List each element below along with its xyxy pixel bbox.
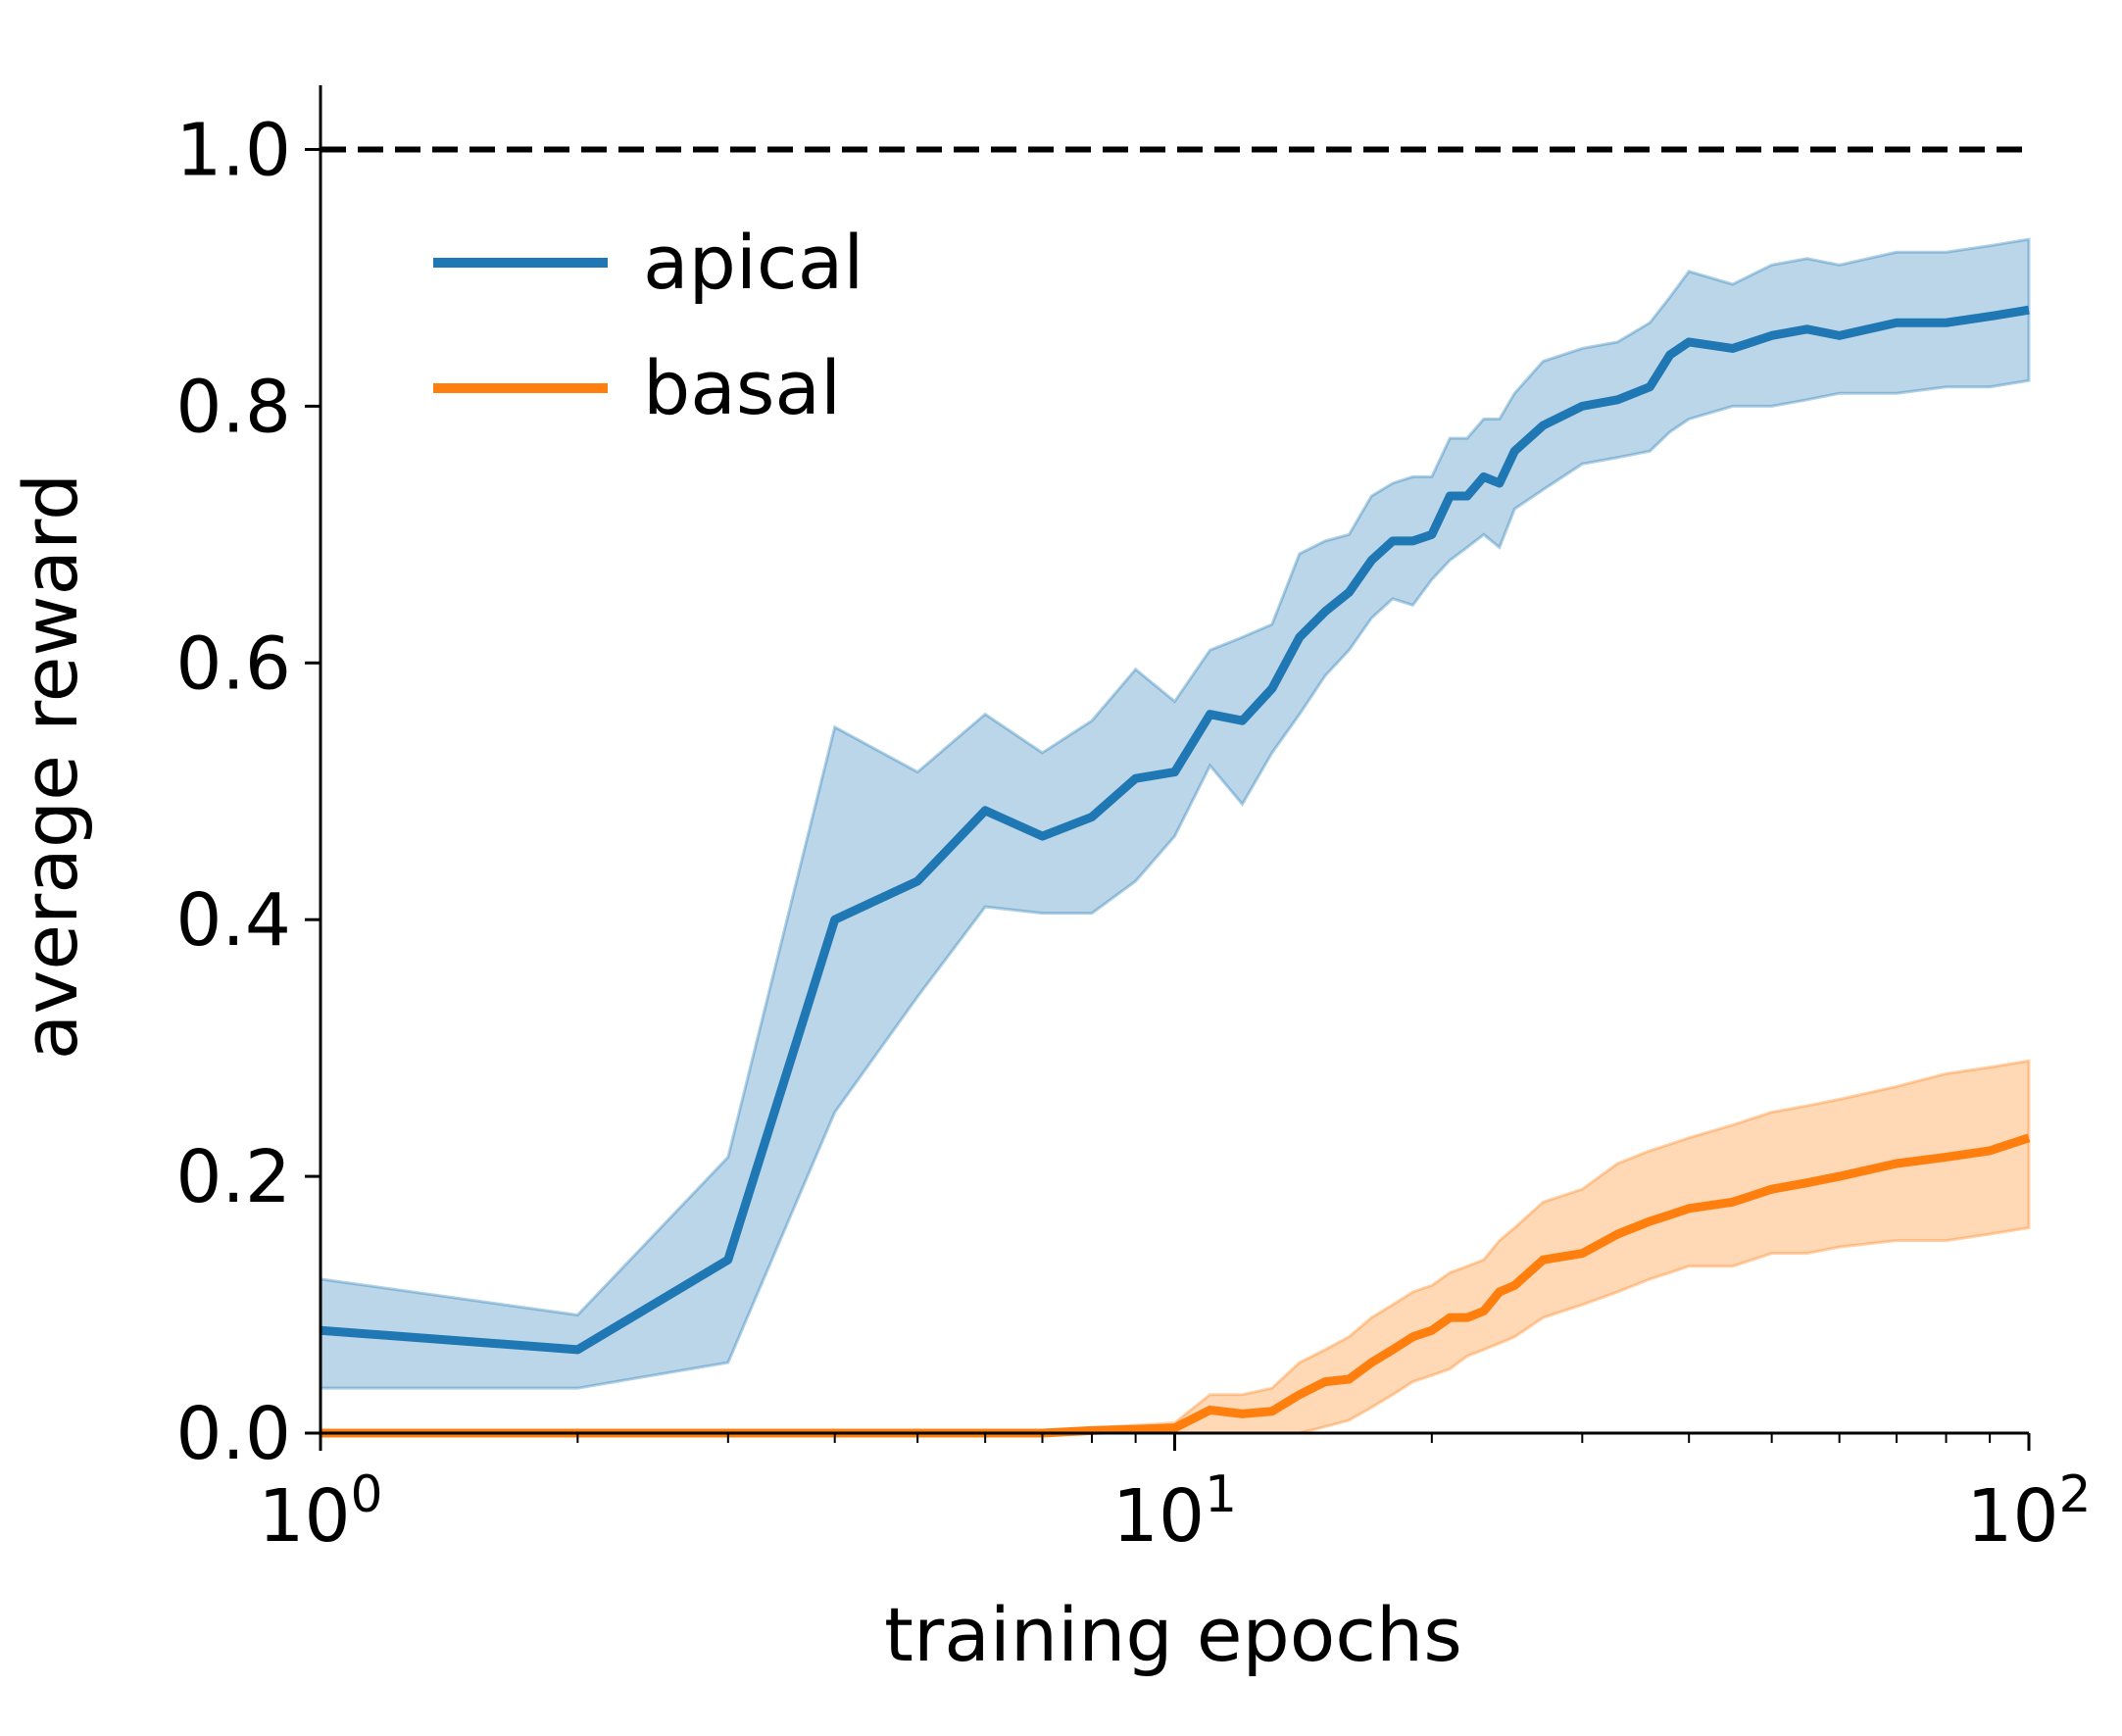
legend-label-apical: apical bbox=[643, 219, 864, 306]
x-tick-label: 102 bbox=[1966, 1465, 2091, 1559]
x-tick-label: 101 bbox=[1112, 1465, 1237, 1559]
y-tick-label: 0.6 bbox=[175, 621, 291, 706]
y-tick-label: 1.0 bbox=[175, 108, 291, 192]
legend-label-basal: basal bbox=[643, 344, 841, 431]
series-lines bbox=[320, 305, 2031, 1438]
x-axis-label: training epochs bbox=[884, 1591, 1462, 1678]
y-tick-label: 0.8 bbox=[175, 365, 291, 449]
y-tick-label: 0.2 bbox=[175, 1135, 291, 1219]
y-tick-label: 0.0 bbox=[175, 1392, 291, 1476]
line-apical bbox=[320, 305, 2030, 1355]
y-axis-label: average reward bbox=[7, 473, 94, 1061]
band-apical bbox=[319, 237, 2031, 1390]
x-tick-label: 100 bbox=[258, 1465, 382, 1559]
ticks: 0.0 0.2 0.4 0.6 0.8 1.0 100 101 102 bbox=[175, 108, 2091, 1559]
legend: apical basal bbox=[433, 219, 864, 431]
y-tick-label: 0.4 bbox=[175, 878, 291, 963]
axis-labels: training epochs average reward bbox=[7, 473, 1462, 1678]
confidence-bands bbox=[319, 237, 2031, 1435]
